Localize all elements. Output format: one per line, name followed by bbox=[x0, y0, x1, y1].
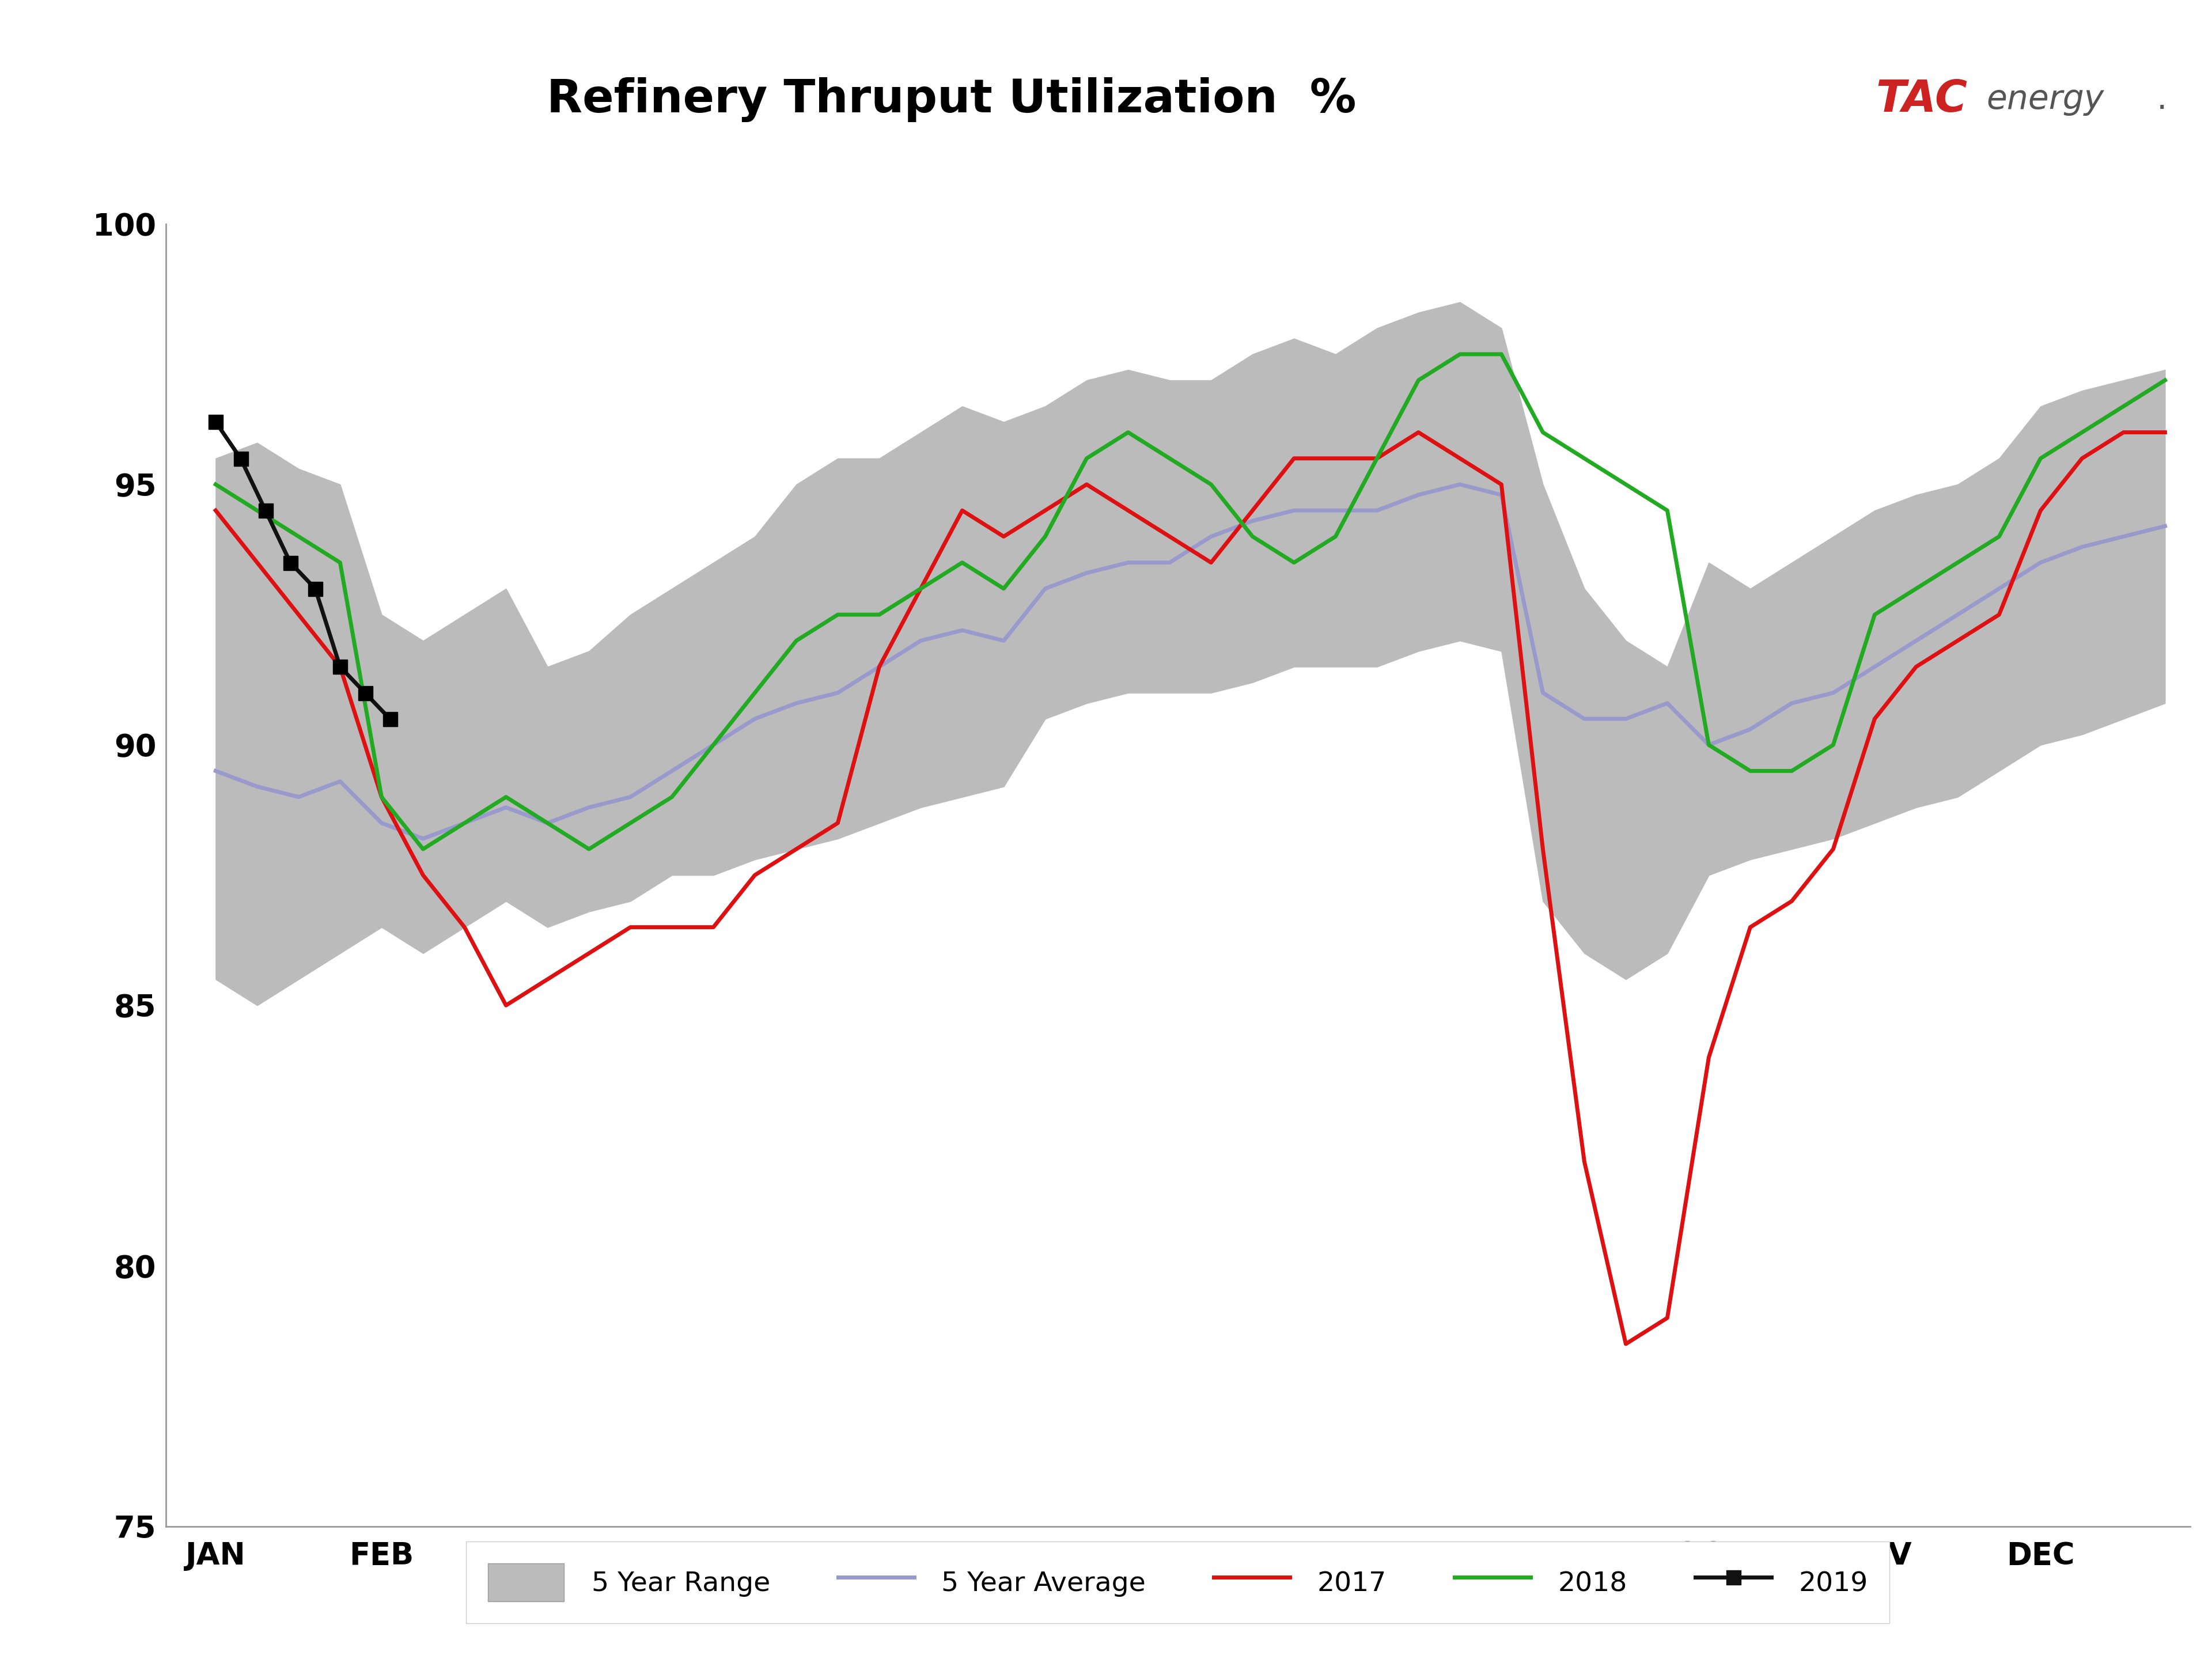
Text: Refinery Thruput Utilization  %: Refinery Thruput Utilization % bbox=[546, 76, 1356, 123]
Text: energy: energy bbox=[1986, 83, 2104, 116]
Text: .: . bbox=[2157, 83, 2168, 116]
Text: TAC: TAC bbox=[1876, 78, 1966, 121]
Legend: 5 Year Range, 5 Year Average, 2017, 2018, 2019: 5 Year Range, 5 Year Average, 2017, 2018… bbox=[467, 1541, 1889, 1624]
